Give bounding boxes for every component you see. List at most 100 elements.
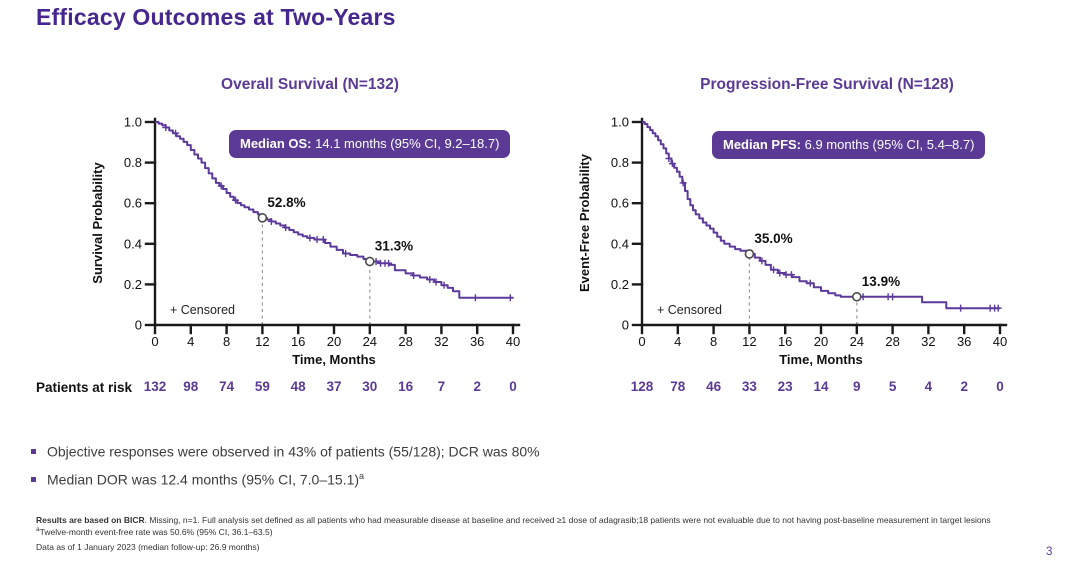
footnotes: Results are based on BICR. Missing, n=1.… bbox=[36, 515, 1072, 553]
censored-legend: + Censored bbox=[170, 303, 235, 317]
x-tick-label: 8 bbox=[223, 334, 230, 349]
at-risk-count: 30 bbox=[362, 379, 377, 394]
landmark-marker bbox=[364, 256, 375, 267]
at-risk-count: 2 bbox=[960, 379, 968, 394]
x-tick-label: 40 bbox=[506, 334, 520, 349]
footnote-bicr-rest: . Missing, n=1. Full analysis set define… bbox=[144, 515, 991, 525]
y-tick-label: 0.6 bbox=[124, 196, 142, 211]
at-risk-count: 98 bbox=[183, 379, 199, 394]
page-number: 3 bbox=[1046, 546, 1053, 558]
x-tick-label: 36 bbox=[470, 334, 484, 349]
at-risk-count: 132 bbox=[144, 379, 167, 394]
x-tick-label: 8 bbox=[710, 334, 717, 349]
bullet-dor-text: Median DOR was 12.4 months (95% CI, 7.0–… bbox=[47, 471, 360, 488]
y-tick-label: 0 bbox=[135, 318, 142, 333]
at-risk-count: 4 bbox=[925, 379, 933, 394]
x-tick-label: 20 bbox=[327, 334, 341, 349]
median-os-label: Median OS: bbox=[240, 136, 312, 151]
y-tick-label: 0.6 bbox=[611, 196, 629, 211]
at-risk-count: 128 bbox=[631, 379, 654, 394]
landmark-rate-label: 31.3% bbox=[375, 238, 413, 253]
at-risk-count: 9 bbox=[853, 379, 861, 394]
square-bullet-icon bbox=[31, 476, 36, 482]
x-tick-label: 16 bbox=[291, 334, 305, 349]
y-tick-label: 0.2 bbox=[611, 277, 629, 292]
censored-legend: + Censored bbox=[657, 303, 722, 317]
median-pfs-value: 6.9 months (95% CI, 5.4–8.7) bbox=[801, 137, 975, 152]
x-tick-label: 32 bbox=[434, 334, 448, 349]
landmark-marker bbox=[257, 213, 268, 223]
x-tick-label: 0 bbox=[638, 334, 645, 349]
x-tick-label: 4 bbox=[187, 334, 194, 349]
pfs-chart-title: Progression-Free Survival (N=128) bbox=[700, 76, 954, 93]
bullet-median-dor: Median DOR was 12.4 months (95% CI, 7.0–… bbox=[31, 470, 540, 488]
y-tick-label: 0.8 bbox=[124, 155, 142, 170]
at-risk-count: 74 bbox=[219, 379, 235, 394]
key-findings-bullets: Objective responses were observed in 43%… bbox=[31, 443, 540, 498]
x-tick-label: 32 bbox=[921, 334, 935, 349]
bullet-dor-sup: a bbox=[359, 470, 365, 481]
x-axis-title: Time, Months bbox=[779, 352, 863, 367]
y-tick-label: 0.4 bbox=[611, 236, 629, 251]
footnote-bicr-bold: Results are based on BICR bbox=[36, 515, 145, 525]
km-curve bbox=[155, 121, 513, 299]
os-chart-title: Overall Survival (N=132) bbox=[221, 76, 399, 93]
y-tick-label: 0.8 bbox=[611, 155, 629, 170]
at-risk-count: 33 bbox=[742, 379, 758, 394]
x-tick-label: 28 bbox=[885, 334, 899, 349]
at-risk-count: 0 bbox=[509, 379, 517, 394]
x-tick-label: 20 bbox=[814, 334, 828, 349]
median-os-value: 14.1 months (95% CI, 9.2–18.7) bbox=[311, 136, 500, 151]
y-tick-label: 0.2 bbox=[124, 277, 142, 292]
at-risk-count: 5 bbox=[889, 379, 897, 394]
at-risk-count: 0 bbox=[996, 379, 1004, 394]
y-axis-title: Survival Probability bbox=[90, 162, 105, 284]
bullet-objective-response: Objective responses were observed in 43%… bbox=[31, 443, 540, 460]
km-curve bbox=[642, 121, 1000, 310]
y-tick-label: 0 bbox=[622, 318, 629, 333]
page-title: Efficacy Outcomes at Two-Years bbox=[36, 4, 396, 30]
y-tick-label: 1.0 bbox=[124, 115, 142, 130]
landmark-rate-label: 13.9% bbox=[862, 274, 900, 289]
footnote-sup-a: a bbox=[36, 526, 40, 534]
x-axis-title: Time, Months bbox=[292, 352, 376, 367]
at-risk-count: 14 bbox=[813, 379, 829, 394]
median-pfs-banner: Median PFS: 6.9 months (95% CI, 5.4–8.7) bbox=[712, 131, 986, 159]
landmark-marker bbox=[851, 291, 862, 302]
progression-free-survival-km-chart: 00.20.40.60.81.00 4 8 12 16 20 24 28 32 36 4035.0%… bbox=[577, 115, 1007, 395]
landmark-marker bbox=[744, 249, 755, 259]
x-tick-label: 16 bbox=[778, 334, 792, 349]
bullet-orr-text: Objective responses were observed in 43%… bbox=[47, 443, 540, 460]
x-tick-label: 24 bbox=[850, 334, 864, 349]
footnote-bicr: Results are based on BICR. Missing, n=1.… bbox=[36, 515, 1072, 526]
footnote-data-cutoff: Data as of 1 January 2023 (median follow… bbox=[36, 542, 260, 553]
footnote-event-free-rate: aTwelve-month event-free rate was 50.6% … bbox=[36, 526, 1072, 538]
landmark-rate-label: 35.0% bbox=[754, 231, 792, 246]
footnote-event-free-text: Twelve-month event-free rate was 50.6% (… bbox=[39, 527, 273, 538]
at-risk-count: 23 bbox=[778, 379, 794, 394]
x-tick-label: 12 bbox=[255, 334, 269, 349]
x-tick-label: 28 bbox=[398, 334, 412, 349]
landmark-rate-label: 52.8% bbox=[267, 195, 305, 210]
at-risk-count: 59 bbox=[255, 379, 270, 394]
patients-at-risk-label: Patients at risk bbox=[36, 380, 133, 395]
x-tick-label: 24 bbox=[363, 334, 377, 349]
overall-survival-km-chart: 00.20.40.60.81.00 4 8 12 16 20 24 28 32 36 4052.8%… bbox=[90, 115, 520, 395]
at-risk-count: 7 bbox=[438, 379, 446, 394]
median-pfs-label: Median PFS: bbox=[723, 137, 802, 152]
x-tick-label: 4 bbox=[674, 334, 681, 349]
y-tick-label: 0.4 bbox=[124, 236, 142, 251]
square-bullet-icon bbox=[31, 449, 36, 454]
at-risk-count: 16 bbox=[398, 379, 414, 394]
at-risk-count: 37 bbox=[326, 379, 341, 394]
x-tick-label: 36 bbox=[957, 334, 971, 349]
x-tick-label: 12 bbox=[742, 334, 756, 349]
at-risk-count: 46 bbox=[706, 379, 722, 394]
x-tick-label: 0 bbox=[151, 334, 158, 349]
at-risk-count: 48 bbox=[291, 379, 307, 394]
median-os-banner: Median OS: 14.1 months (95% CI, 9.2–18.7… bbox=[229, 130, 511, 158]
at-risk-count: 78 bbox=[670, 379, 686, 394]
at-risk-count: 2 bbox=[473, 379, 481, 394]
y-tick-label: 1.0 bbox=[611, 115, 629, 130]
